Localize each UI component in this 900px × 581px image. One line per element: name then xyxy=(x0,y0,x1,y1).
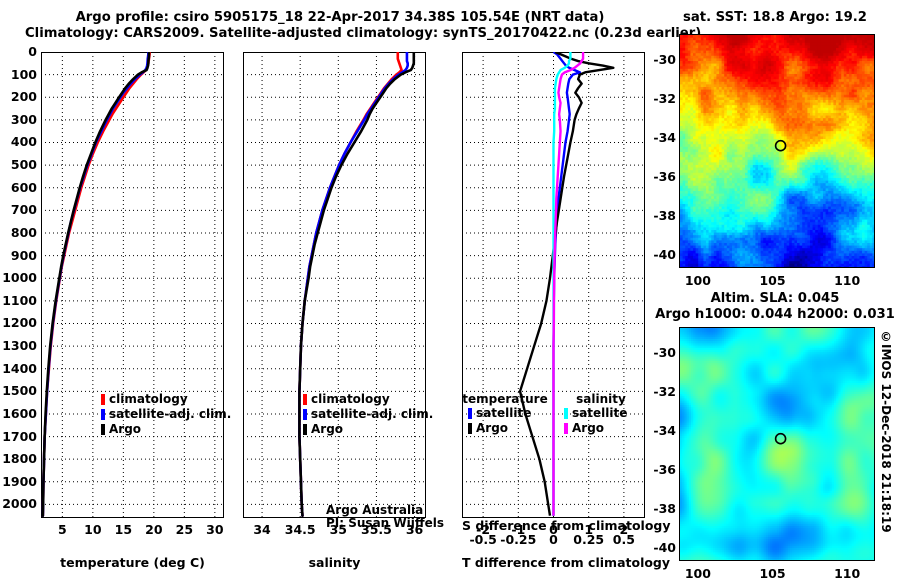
sla-lat-tick: -38 xyxy=(640,501,676,516)
sla-map-title-line1: Altim. SLA: 0.045 xyxy=(660,291,890,306)
sla-lat-tick: -32 xyxy=(640,384,676,399)
sla-lon-tick: 105 xyxy=(743,566,803,581)
legend-label: satellite-adj. clim. xyxy=(311,407,433,421)
temperature-profile-plot xyxy=(41,52,224,518)
y-tick-label: 900 xyxy=(0,248,37,263)
legend-label: satellite xyxy=(572,406,627,420)
sst-lat-tick: -40 xyxy=(640,247,676,262)
sla-lat-tick: -36 xyxy=(640,462,676,477)
y-tick-label: 2000 xyxy=(0,496,37,511)
sla-map-title-line2: Argo h1000: 0.044 h2000: 0.031 xyxy=(655,307,895,322)
copyright-label: ©IMOS 12-Dec-2018 21:18:19 xyxy=(879,330,893,533)
salinity-difference-axis-label: S difference from climatology xyxy=(462,518,645,533)
y-tick-label: 0 xyxy=(0,44,37,59)
legend-label: Argo xyxy=(572,421,604,435)
y-tick-label: 1100 xyxy=(0,293,37,308)
sst-lat-tick: -34 xyxy=(640,130,676,145)
legend-label: satellite xyxy=(476,406,531,420)
sst-lon-tick: 100 xyxy=(668,273,728,288)
sst-map-title: sat. SST: 18.8 Argo: 19.2 xyxy=(660,10,890,25)
y-tick-label: 1600 xyxy=(0,406,37,421)
legend-color-swatch xyxy=(564,408,568,419)
difference-profile-plot xyxy=(462,52,645,518)
y-tick-label: 500 xyxy=(0,157,37,172)
y-tick-label: 1200 xyxy=(0,315,37,330)
sst-lat-tick: -32 xyxy=(640,91,676,106)
y-tick-label: 800 xyxy=(0,225,37,240)
sla-lon-tick: 100 xyxy=(668,566,728,581)
legend-label: climatology xyxy=(109,392,188,406)
sla-lat-tick: -30 xyxy=(640,345,676,360)
y-tick-label: 1500 xyxy=(0,383,37,398)
legend-heading: salinity xyxy=(558,392,644,406)
y-tick-label: 400 xyxy=(0,134,37,149)
legend-color-swatch xyxy=(101,424,105,435)
temperature-difference-axis-label: T difference from climatology xyxy=(462,555,645,570)
plot-title-line2: Climatology: CARS2009. Satellite-adjuste… xyxy=(25,26,655,41)
sst-lon-tick: 105 xyxy=(743,273,803,288)
sla-lat-tick: -34 xyxy=(640,423,676,438)
salinity-axis-label: salinity xyxy=(243,555,426,570)
y-tick-label: 1300 xyxy=(0,338,37,353)
y-tick-label: 200 xyxy=(0,89,37,104)
legend-label: Argo xyxy=(476,421,508,435)
legend-color-swatch xyxy=(468,423,472,434)
y-tick-label: 600 xyxy=(0,180,37,195)
legend-label: Argo xyxy=(109,422,141,436)
legend-color-swatch xyxy=(101,394,105,405)
legend-color-swatch xyxy=(564,423,568,434)
legend-color-swatch xyxy=(303,424,307,435)
y-tick-label: 700 xyxy=(0,202,37,217)
y-tick-label: 1700 xyxy=(0,429,37,444)
legend-color-swatch xyxy=(303,409,307,420)
legend-color-swatch xyxy=(101,409,105,420)
legend-color-swatch xyxy=(303,394,307,405)
attribution-pi: PI: Susan Wijffels xyxy=(326,516,444,530)
sst-map xyxy=(679,34,875,268)
attribution-org: Argo Australia xyxy=(326,503,423,517)
sla-lat-tick: -40 xyxy=(640,540,676,555)
sla-map xyxy=(679,327,875,561)
y-tick-label: 1900 xyxy=(0,474,37,489)
legend-label: Argo xyxy=(311,422,343,436)
legend-heading: temperature xyxy=(462,392,548,406)
y-tick-label: 100 xyxy=(0,67,37,82)
y-tick-label: 300 xyxy=(0,112,37,127)
sst-lon-tick: 110 xyxy=(817,273,877,288)
y-tick-label: 1000 xyxy=(0,270,37,285)
sst-lat-tick: -36 xyxy=(640,169,676,184)
legend-label: climatology xyxy=(311,392,390,406)
legend-color-swatch xyxy=(468,408,472,419)
temperature-axis-label: temperature (deg C) xyxy=(41,555,224,570)
salinity-profile-plot xyxy=(243,52,426,518)
y-tick-label: 1800 xyxy=(0,451,37,466)
legend-label: satellite-adj. clim. xyxy=(109,407,231,421)
y-tick-label: 1400 xyxy=(0,361,37,376)
plot-title-line1: Argo profile: csiro 5905175_18 22-Apr-20… xyxy=(30,10,650,25)
sla-lon-tick: 110 xyxy=(817,566,877,581)
sst-lat-tick: -38 xyxy=(640,208,676,223)
sst-lat-tick: -30 xyxy=(640,52,676,67)
